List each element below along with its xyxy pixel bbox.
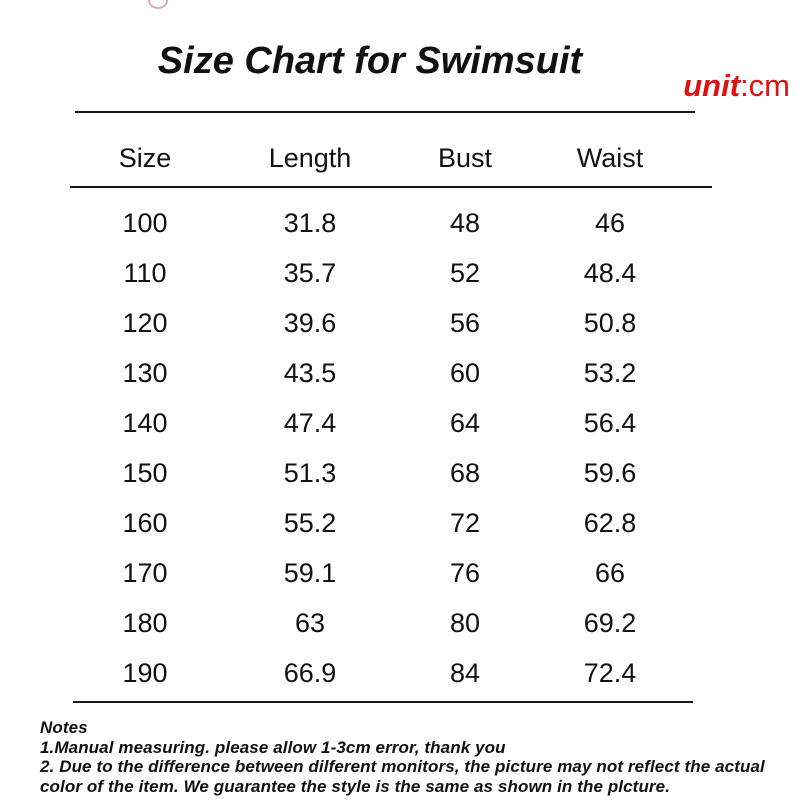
table-cell: 59.1 (283, 557, 337, 588)
table-cell: 60 (449, 357, 481, 388)
divider-header (70, 186, 712, 188)
table-cell: 150 (122, 457, 168, 488)
table-row: 120 39.6 56 50.8 (60, 298, 740, 348)
table-cell: 76 (449, 557, 481, 588)
table-cell: 52 (449, 257, 481, 288)
table-cell: 170 (122, 557, 168, 588)
table-row: 160 55.2 72 62.8 (60, 498, 740, 548)
table-cell: 190 (122, 657, 168, 688)
table-cell: 72.4 (583, 657, 637, 688)
table-cell: 46 (594, 207, 626, 238)
table-cell: 130 (122, 357, 168, 388)
table-cell: 39.6 (283, 307, 337, 338)
table-body: 100 31.8 48 46 110 35.7 52 48.4 120 39.6 56 50.8 130… (60, 198, 740, 698)
table-cell: 31.8 (283, 207, 337, 238)
table-row: 130 43.5 60 53.2 (60, 348, 740, 398)
notes-lines: 1.Manual measuring. please allow 1-3cm e… (40, 738, 778, 797)
table-cell: 62.8 (583, 507, 637, 538)
table-row: 140 47.4 64 56.4 (60, 398, 740, 448)
table-cell: 110 (123, 257, 167, 288)
table-row: 150 51.3 68 59.6 (60, 448, 740, 498)
watermark-fragment (148, 0, 168, 9)
table-cell: 48 (449, 207, 481, 238)
table-cell: 69.2 (583, 607, 637, 638)
table-cell: 180 (122, 607, 168, 638)
table-cell: 140 (122, 407, 168, 438)
page-title: Size Chart for Swimsuit (157, 40, 583, 82)
table-header-row: Size Length Bust Waist (60, 141, 740, 175)
table-cell: 56 (449, 307, 481, 338)
table-cell: 56.4 (583, 407, 637, 438)
table-cell: 35.7 (283, 257, 337, 288)
unit-value: :cm (740, 68, 790, 103)
table-cell: 66.9 (283, 657, 337, 688)
unit-label: unit:cm (683, 68, 790, 104)
table-cell: 55.2 (283, 507, 337, 538)
table-cell: 53.2 (583, 357, 637, 388)
table-cell: 63 (294, 607, 326, 638)
divider-bottom (73, 701, 693, 703)
table-cell: 48.4 (583, 257, 637, 288)
table-cell: 51.3 (283, 457, 337, 488)
column-header-size: Size (118, 143, 172, 173)
notes-section: Notes 1.Manual measuring. please allow 1… (40, 718, 778, 796)
table-cell: 43.5 (283, 357, 337, 388)
note-line: 2. Due to the difference between dilfere… (40, 757, 765, 796)
table-row: 190 66.9 84 72.4 (60, 648, 740, 698)
table-cell: 80 (449, 607, 481, 638)
table-cell: 47.4 (283, 407, 337, 438)
table-row: 170 59.1 76 66 (60, 548, 740, 598)
table-cell: 68 (449, 457, 481, 488)
table-cell: 66 (594, 557, 626, 588)
table-cell: 84 (449, 657, 481, 688)
table-row: 180 63 80 69.2 (60, 598, 740, 648)
unit-word: unit (683, 68, 741, 103)
table-cell: 120 (122, 307, 168, 338)
table-cell: 72 (449, 507, 481, 538)
divider-top (75, 111, 695, 113)
column-header-bust: Bust (437, 143, 493, 173)
table-cell: 64 (449, 407, 481, 438)
table-row: 100 31.8 48 46 (60, 198, 740, 248)
column-header-length: Length (268, 143, 352, 173)
table-cell: 160 (122, 507, 168, 538)
table-row: 110 35.7 52 48.4 (60, 248, 740, 298)
notes-heading: Notes (40, 718, 88, 737)
table-cell: 100 (122, 207, 168, 238)
table-cell: 50.8 (583, 307, 637, 338)
note-line: 1.Manual measuring. please allow 1-3cm e… (40, 737, 506, 757)
column-header-waist: Waist (576, 143, 644, 173)
table-cell: 59.6 (583, 457, 637, 488)
